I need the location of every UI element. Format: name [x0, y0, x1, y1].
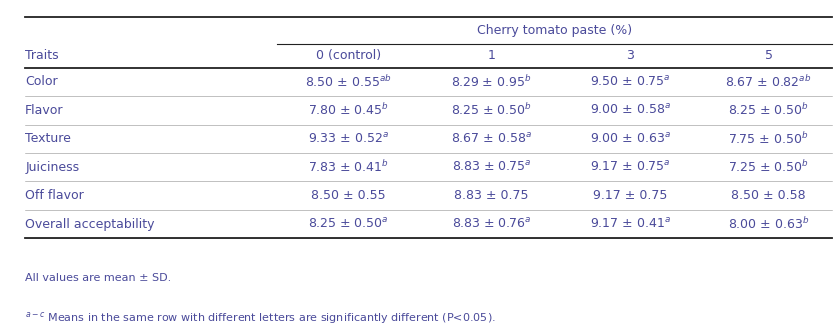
Text: Juiciness: Juiciness: [25, 161, 79, 174]
Text: 8.29 ± 0.95$^{b}$: 8.29 ± 0.95$^{b}$: [451, 74, 532, 90]
Text: 9.33 ± 0.52$^{a}$: 9.33 ± 0.52$^{a}$: [308, 132, 389, 146]
Text: 8.25 ± 0.50$^{b}$: 8.25 ± 0.50$^{b}$: [728, 102, 809, 118]
Text: Off flavor: Off flavor: [25, 189, 84, 202]
Text: 7.25 ± 0.50$^{b}$: 7.25 ± 0.50$^{b}$: [728, 159, 809, 175]
Text: 9.00 ± 0.63$^{a}$: 9.00 ± 0.63$^{a}$: [590, 132, 670, 146]
Text: 9.17 ± 0.75$^{a}$: 9.17 ± 0.75$^{a}$: [590, 160, 670, 174]
Text: Overall acceptability: Overall acceptability: [25, 217, 155, 231]
Text: All values are mean ± SD.: All values are mean ± SD.: [25, 273, 171, 283]
Text: 8.50 ± 0.55$^{ab}$: 8.50 ± 0.55$^{ab}$: [305, 74, 392, 90]
Text: 7.80 ± 0.45$^{b}$: 7.80 ± 0.45$^{b}$: [308, 102, 389, 118]
Text: 8.83 ± 0.75$^{a}$: 8.83 ± 0.75$^{a}$: [452, 160, 531, 174]
Text: 7.83 ± 0.41$^{b}$: 7.83 ± 0.41$^{b}$: [308, 159, 389, 175]
Text: 9.17 ± 0.75: 9.17 ± 0.75: [593, 189, 667, 202]
Text: 5: 5: [764, 49, 773, 62]
Text: Flavor: Flavor: [25, 104, 64, 117]
Text: 8.83 ± 0.76$^{a}$: 8.83 ± 0.76$^{a}$: [452, 217, 531, 231]
Text: Cherry tomato paste (%): Cherry tomato paste (%): [477, 24, 632, 36]
Text: 9.17 ± 0.41$^{a}$: 9.17 ± 0.41$^{a}$: [590, 217, 670, 231]
Text: Traits: Traits: [25, 49, 59, 62]
Text: 8.25 ± 0.50$^{b}$: 8.25 ± 0.50$^{b}$: [451, 102, 532, 118]
Text: 7.75 ± 0.50$^{b}$: 7.75 ± 0.50$^{b}$: [728, 131, 809, 147]
Text: 0 (control): 0 (control): [316, 49, 381, 62]
Text: 8.67 ± 0.82$^{ab}$: 8.67 ± 0.82$^{ab}$: [726, 74, 811, 90]
Text: 8.00 ± 0.63$^{b}$: 8.00 ± 0.63$^{b}$: [728, 216, 809, 232]
Text: Texture: Texture: [25, 132, 71, 145]
Text: 1: 1: [487, 49, 496, 62]
Text: 8.50 ± 0.58: 8.50 ± 0.58: [732, 189, 806, 202]
Text: $^{a-c}$ Means in the same row with different letters are significantly differen: $^{a-c}$ Means in the same row with diff…: [25, 310, 496, 326]
Text: 3: 3: [626, 49, 634, 62]
Text: 9.50 ± 0.75$^{a}$: 9.50 ± 0.75$^{a}$: [590, 75, 670, 89]
Text: 9.00 ± 0.58$^{a}$: 9.00 ± 0.58$^{a}$: [590, 103, 670, 118]
Text: 8.83 ± 0.75: 8.83 ± 0.75: [454, 189, 528, 202]
Text: 8.50 ± 0.55: 8.50 ± 0.55: [312, 189, 386, 202]
Text: 8.67 ± 0.58$^{a}$: 8.67 ± 0.58$^{a}$: [451, 132, 532, 146]
Text: Color: Color: [25, 75, 58, 88]
Text: 8.25 ± 0.50$^{a}$: 8.25 ± 0.50$^{a}$: [308, 217, 389, 231]
